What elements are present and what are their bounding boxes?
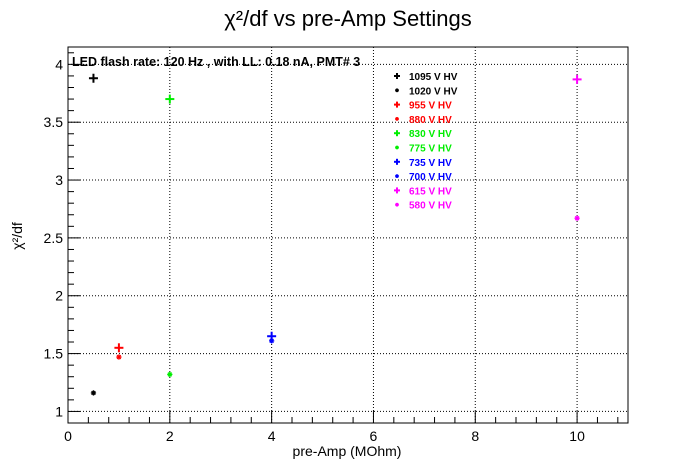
x-tick-label: 0 [64, 428, 72, 444]
y-tick-label: 3 [55, 172, 63, 188]
chart-title: χ²/df vs pre-Amp Settings [224, 6, 472, 31]
y-tick-label: 1.5 [44, 346, 64, 362]
x-tick-label: 6 [370, 428, 378, 444]
legend-marker [394, 130, 400, 137]
legend-label: 880 V HV [409, 115, 452, 126]
legend-marker [395, 145, 399, 150]
axis-ticks [67, 52, 619, 424]
legend-label: 700 V HV [409, 172, 452, 183]
legend-label: 735 V HV [409, 158, 452, 169]
y-tick-label: 2.5 [44, 230, 64, 246]
y-tick-labels: 1 1.5 2 2.5 3 3.5 4 [44, 56, 64, 419]
data-point [88, 73, 98, 83]
legend-marker [395, 202, 399, 207]
legend-marker [395, 88, 399, 93]
data-point [114, 343, 124, 353]
legend-label: 955 V HV [409, 101, 452, 112]
y-tick-label: 1 [55, 403, 63, 419]
legend: 1095 V HV 1020 V HV 955 V HV 880 V HV 830 V … [394, 72, 458, 212]
legend-marker [394, 158, 400, 165]
legend-marker [395, 117, 399, 121]
data-point [165, 94, 175, 104]
data-point [574, 215, 580, 221]
y-axis-label: χ²/df [9, 222, 25, 250]
x-axis-label: pre-Amp (MOhm) [293, 443, 402, 459]
plot-frame [67, 46, 629, 424]
legend-label: 615 V HV [409, 186, 452, 197]
y-tick-label: 4 [55, 56, 63, 72]
data-point [90, 390, 97, 396]
chart-annotation: LED flash rate: 120 Hz , with LL: 0.18 n… [72, 55, 360, 69]
x-tick-label: 8 [471, 428, 479, 444]
data-points [88, 73, 582, 396]
legend-label: 1020 V HV [409, 86, 458, 97]
data-point [269, 338, 275, 344]
legend-label: 775 V HV [409, 144, 452, 155]
data-point [167, 371, 173, 378]
x-tick-label: 4 [268, 428, 276, 444]
legend-label: 580 V HV [409, 201, 452, 212]
legend-marker [395, 174, 399, 178]
legend-label: 830 V HV [409, 129, 452, 140]
x-tick-label: 2 [166, 428, 174, 444]
y-tick-label: 2 [55, 288, 63, 304]
legend-marker [394, 101, 400, 108]
legend-label: 1095 V HV [409, 72, 458, 83]
y-tick-label: 3.5 [44, 114, 64, 130]
data-point [572, 74, 582, 84]
grid-lines [68, 47, 628, 423]
legend-marker [394, 73, 400, 79]
data-point [116, 354, 122, 360]
x-tick-labels: 0 2 4 6 8 10 [64, 428, 585, 444]
x-tick-label: 10 [569, 428, 585, 444]
legend-marker [394, 187, 400, 194]
